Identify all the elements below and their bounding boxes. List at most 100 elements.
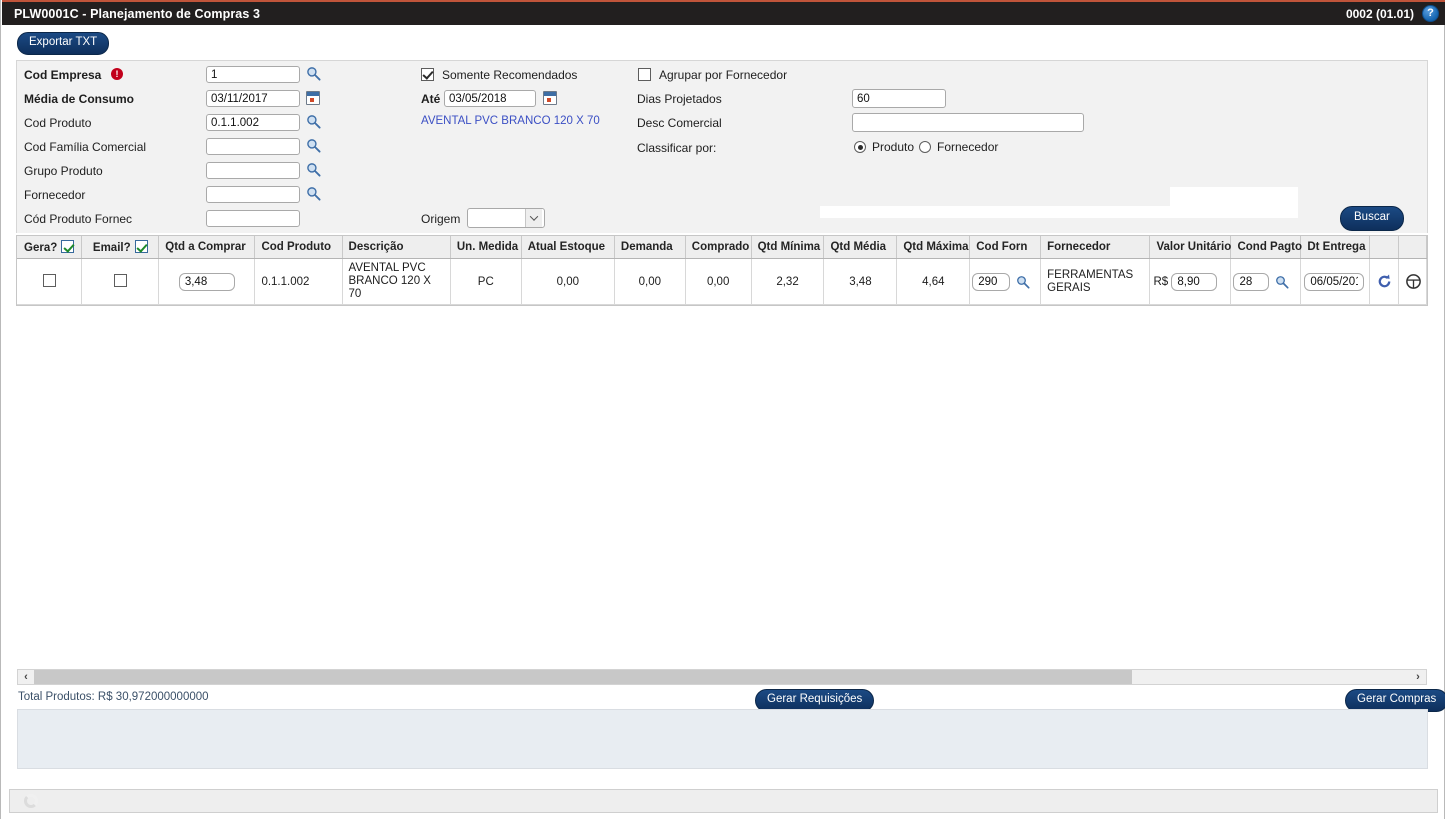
desc-comercial-input[interactable] <box>852 113 1084 132</box>
search-icon-cod-familia[interactable] <box>306 138 321 153</box>
col-comprado[interactable]: Comprado <box>685 236 752 259</box>
cell-atual-estoque: 0,00 <box>521 258 615 305</box>
dt-entrega-input[interactable] <box>1304 272 1365 291</box>
search-icon-cod-forn[interactable] <box>1016 275 1031 289</box>
blank-region-lower <box>820 206 1298 218</box>
cod-empresa-input[interactable] <box>206 66 300 83</box>
gerar-compras-button[interactable]: Gerar Compras <box>1345 689 1445 712</box>
cell-cod-forn <box>969 258 1042 305</box>
label-ate: Até <box>421 92 441 106</box>
fornecedor-input[interactable] <box>206 186 300 203</box>
bottom-spacer <box>17 769 1428 787</box>
globe-icon[interactable] <box>1405 273 1422 290</box>
cell-qtd-minima: 2,32 <box>751 258 825 305</box>
col-dt-entrega[interactable]: Dt Entrega <box>1300 236 1371 259</box>
table-row: 0.1.1.002 AVENTAL PVC BRANCO 120 X 70 PC… <box>17 258 1428 305</box>
col-valor-unitario[interactable]: Valor Unitário <box>1149 236 1232 259</box>
search-icon-fornecedor[interactable] <box>306 186 321 201</box>
loading-spinner-icon <box>24 794 38 808</box>
search-icon-grupo-produto[interactable] <box>306 162 321 177</box>
media-consumo-input[interactable] <box>206 90 300 107</box>
col-cond-pagto[interactable]: Cond Pagto <box>1230 236 1302 259</box>
filter-panel: Cod Empresa ! Média de Consumo Cod Produ… <box>16 60 1428 233</box>
calendar-icon-media-consumo[interactable] <box>306 91 320 105</box>
ate-input[interactable] <box>444 90 536 107</box>
col-gera-label: Gera? <box>24 242 58 254</box>
chevron-down-icon <box>525 209 542 227</box>
row-email-checkbox[interactable] <box>113 273 127 287</box>
cell-action-detail <box>1398 258 1428 305</box>
col-demanda[interactable]: Demanda <box>614 236 686 259</box>
dias-projetados-input[interactable] <box>852 89 946 108</box>
buscar-button[interactable]: Buscar <box>1340 206 1404 231</box>
label-desc-comercial: Desc Comercial <box>637 116 722 130</box>
origem-select[interactable] <box>467 208 545 228</box>
col-qtd-maxima[interactable]: Qtd Máxima <box>896 236 971 259</box>
col-un-medida[interactable]: Un. Medida <box>450 236 522 259</box>
col-email-label: Email? <box>92 242 131 254</box>
horizontal-scrollbar[interactable]: ‹ › <box>17 669 1427 685</box>
cell-qtd-media: 3,48 <box>823 258 898 305</box>
cod-forn-input[interactable] <box>972 272 1011 291</box>
label-grupo-produto: Grupo Produto <box>24 164 103 178</box>
scrollbar-track[interactable] <box>34 670 1410 684</box>
cell-descricao: AVENTAL PVC BRANCO 120 X 70 <box>342 258 451 305</box>
label-classificar-por: Classificar por: <box>637 141 717 155</box>
refresh-icon[interactable] <box>1376 273 1393 290</box>
label-agrupar-por-fornecedor: Agrupar por Fornecedor <box>659 68 788 82</box>
search-icon-cod-produto[interactable] <box>306 114 321 129</box>
radio-classificar-produto[interactable] <box>854 141 866 153</box>
bottom-detail-panel <box>17 709 1428 769</box>
col-qtd-a-comprar[interactable]: Qtd a Comprar <box>158 236 256 259</box>
label-cod-empresa: Cod Empresa <box>24 68 102 82</box>
label-radio-produto: Produto <box>872 140 915 154</box>
cond-pagto-input[interactable] <box>1233 272 1270 291</box>
grupo-produto-input[interactable] <box>206 162 300 179</box>
col-qtd-minima[interactable]: Qtd Mínima <box>751 236 825 259</box>
qtd-a-comprar-input[interactable] <box>178 272 235 291</box>
scrollbar-thumb[interactable] <box>34 670 1132 684</box>
valor-unitario-input[interactable] <box>1171 272 1218 291</box>
email-select-all-checkbox[interactable] <box>134 240 148 253</box>
label-dias-projetados: Dias Projetados <box>637 92 722 106</box>
col-atual-estoque[interactable]: Atual Estoque <box>521 236 615 259</box>
search-icon-cond-pagto[interactable] <box>1275 275 1289 289</box>
cell-qtd-a-comprar <box>158 258 256 305</box>
agrupar-por-fornecedor-checkbox[interactable] <box>638 68 651 81</box>
cell-valor-unitario: R$ <box>1149 258 1232 305</box>
cell-demanda: 0,00 <box>614 258 686 305</box>
col-action-2 <box>1398 236 1428 259</box>
cod-familia-comercial-input[interactable] <box>206 138 300 155</box>
results-table: Gera? Email? Qtd a Comprar Cod Produto D… <box>17 236 1428 305</box>
gera-select-all-checkbox[interactable] <box>61 240 75 253</box>
col-fornecedor[interactable]: Fornecedor <box>1040 236 1151 259</box>
cell-fornecedor: FERRAMENTAS GERAIS <box>1040 258 1151 305</box>
produto-descricao-link[interactable]: AVENTAL PVC BRANCO 120 X 70 <box>421 115 600 127</box>
col-descricao[interactable]: Descrição <box>342 236 451 259</box>
gerar-requisicoes-button[interactable]: Gerar Requisições <box>755 689 875 712</box>
col-cod-produto[interactable]: Cod Produto <box>254 236 343 259</box>
scroll-left-button[interactable]: ‹ <box>24 671 28 683</box>
col-email: Email? <box>81 236 160 259</box>
somente-recomendados-checkbox[interactable] <box>421 68 434 81</box>
scroll-right-button[interactable]: › <box>1416 671 1420 683</box>
valor-unitario-currency: R$ <box>1153 275 1169 288</box>
label-cod-familia-comercial: Cod Família Comercial <box>24 140 147 154</box>
radio-classificar-fornecedor[interactable] <box>919 141 931 153</box>
help-icon[interactable]: ? <box>1422 5 1439 22</box>
title-bar: PLW0001C - Planejamento de Compras 3 000… <box>2 0 1445 25</box>
export-txt-button[interactable]: Exportar TXT <box>17 32 110 55</box>
col-action-1 <box>1369 236 1399 259</box>
col-gera: Gera? <box>17 236 83 259</box>
label-radio-fornecedor: Fornecedor <box>937 140 999 154</box>
calendar-icon-ate[interactable] <box>543 91 557 105</box>
search-icon-cod-empresa[interactable] <box>306 66 321 81</box>
col-qtd-media[interactable]: Qtd Média <box>823 236 898 259</box>
cod-produto-fornec-input[interactable] <box>206 210 300 227</box>
cod-produto-input[interactable] <box>206 114 300 131</box>
label-media-consumo: Média de Consumo <box>24 92 135 106</box>
row-gera-checkbox[interactable] <box>42 273 56 287</box>
cell-action-refresh <box>1369 258 1399 305</box>
col-cod-forn[interactable]: Cod Forn <box>969 236 1042 259</box>
